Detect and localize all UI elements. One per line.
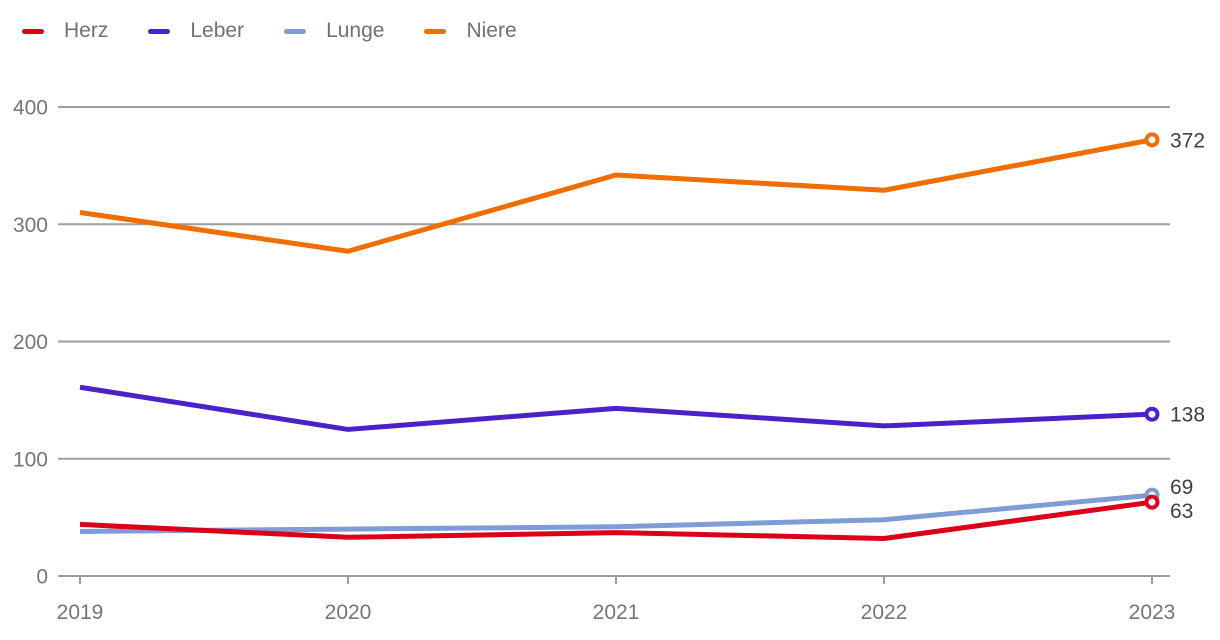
x-axis-tick-label: 2020 <box>325 601 372 624</box>
series-line-niere <box>79 137 1153 254</box>
series-line-leber <box>79 384 1153 432</box>
series-value-label: 63 <box>1170 500 1193 523</box>
legend-swatch-lunge <box>284 28 307 34</box>
x-axis-tick-label: 2021 <box>593 601 640 624</box>
x-axis-tick-label: 2019 <box>57 601 104 624</box>
series-value-label: 138 <box>1170 404 1205 427</box>
series-line-lunge <box>79 492 1153 534</box>
legend-swatch-leber <box>148 28 171 34</box>
y-axis-tick-label: 300 <box>13 214 48 237</box>
legend-label-leber: Leber <box>190 19 245 42</box>
legend-swatch-niere <box>424 28 447 34</box>
y-axis-tick-label: 400 <box>13 97 48 120</box>
y-axis-tick-label: 100 <box>13 448 48 471</box>
x-axis-tick-label: 2023 <box>1129 601 1176 624</box>
legend-label-lunge: Lunge <box>326 19 385 42</box>
legend-item-lunge[interactable]: Lunge <box>284 19 384 43</box>
legend-label-herz: Herz <box>64 19 109 42</box>
x-axis-tick-label: 2022 <box>861 601 908 624</box>
y-axis-tick-label: 200 <box>13 331 48 354</box>
series-line-herz <box>79 499 1153 541</box>
legend-item-leber[interactable]: Leber <box>148 19 244 43</box>
legend-item-herz[interactable]: Herz <box>22 19 108 43</box>
end-marker-herz <box>1144 494 1160 510</box>
chart-legend: Herz Leber Lunge Niere <box>22 19 517 43</box>
legend-item-niere[interactable]: Niere <box>424 19 517 43</box>
y-axis-tick-label: 0 <box>36 566 48 589</box>
legend-swatch-herz <box>22 28 44 34</box>
end-marker-leber <box>1144 406 1160 422</box>
series-value-label: 69 <box>1170 476 1193 499</box>
series-value-label: 372 <box>1170 129 1205 152</box>
end-marker-niere <box>1144 132 1160 148</box>
legend-label-niere: Niere <box>466 19 517 42</box>
